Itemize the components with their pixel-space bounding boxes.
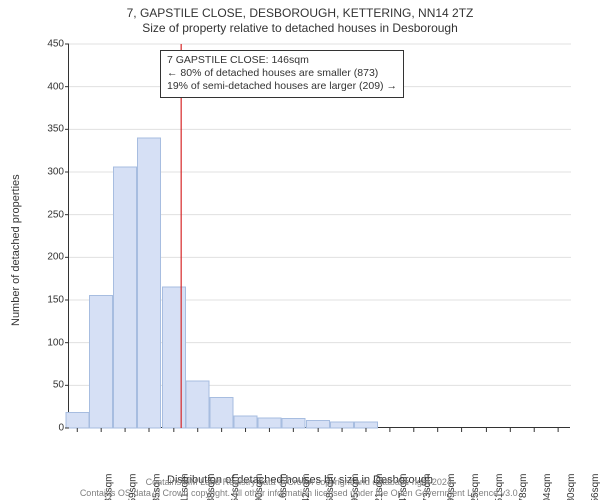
title-address: 7, GAPSTILE CLOSE, DESBOROUGH, KETTERING… (0, 6, 600, 21)
histogram-bar (162, 287, 185, 428)
histogram-bar (331, 422, 354, 428)
callout-line3: 19% of semi-detached houses are larger (… (167, 80, 397, 93)
y-tick-marks (65, 44, 69, 428)
footer-line1: Contains HM Land Registry data © Crown c… (0, 477, 600, 487)
histogram-bar (307, 420, 330, 428)
y-tick-label: 400 (8, 81, 64, 92)
histogram-bar (354, 422, 377, 428)
y-tick-label: 450 (8, 39, 64, 50)
y-tick-label: 100 (8, 337, 64, 348)
callout-line1: 7 GAPSTILE CLOSE: 146sqm (167, 54, 397, 67)
footer-attribution: Contains HM Land Registry data © Crown c… (0, 477, 600, 498)
bars-group (66, 138, 378, 428)
histogram-bar (137, 138, 160, 428)
y-tick-label: 0 (8, 423, 64, 434)
footer-line2: Contains OS data © Crown copyright. All … (0, 488, 600, 498)
histogram-bar (186, 381, 209, 428)
histogram-bar (210, 397, 233, 428)
histogram-bar (234, 416, 257, 428)
chart-plot-area (68, 44, 570, 428)
x-tick-marks (77, 428, 558, 432)
histogram-bar (282, 419, 305, 428)
y-tick-label: 50 (8, 380, 64, 391)
histogram-bar (90, 296, 113, 428)
y-axis-title: Number of detached properties (10, 174, 22, 326)
histogram-bar (66, 413, 89, 428)
histogram-bar (258, 418, 281, 428)
title-subtitle: Size of property relative to detached ho… (0, 21, 600, 36)
histogram-bar (114, 167, 137, 428)
y-tick-label: 350 (8, 124, 64, 135)
page-root: 7, GAPSTILE CLOSE, DESBOROUGH, KETTERING… (0, 0, 600, 500)
chart-svg (69, 44, 571, 428)
callout-line2: ← 80% of detached houses are smaller (87… (167, 67, 397, 80)
title-block: 7, GAPSTILE CLOSE, DESBOROUGH, KETTERING… (0, 6, 600, 36)
callout-box: 7 GAPSTILE CLOSE: 146sqm ← 80% of detach… (160, 50, 404, 98)
